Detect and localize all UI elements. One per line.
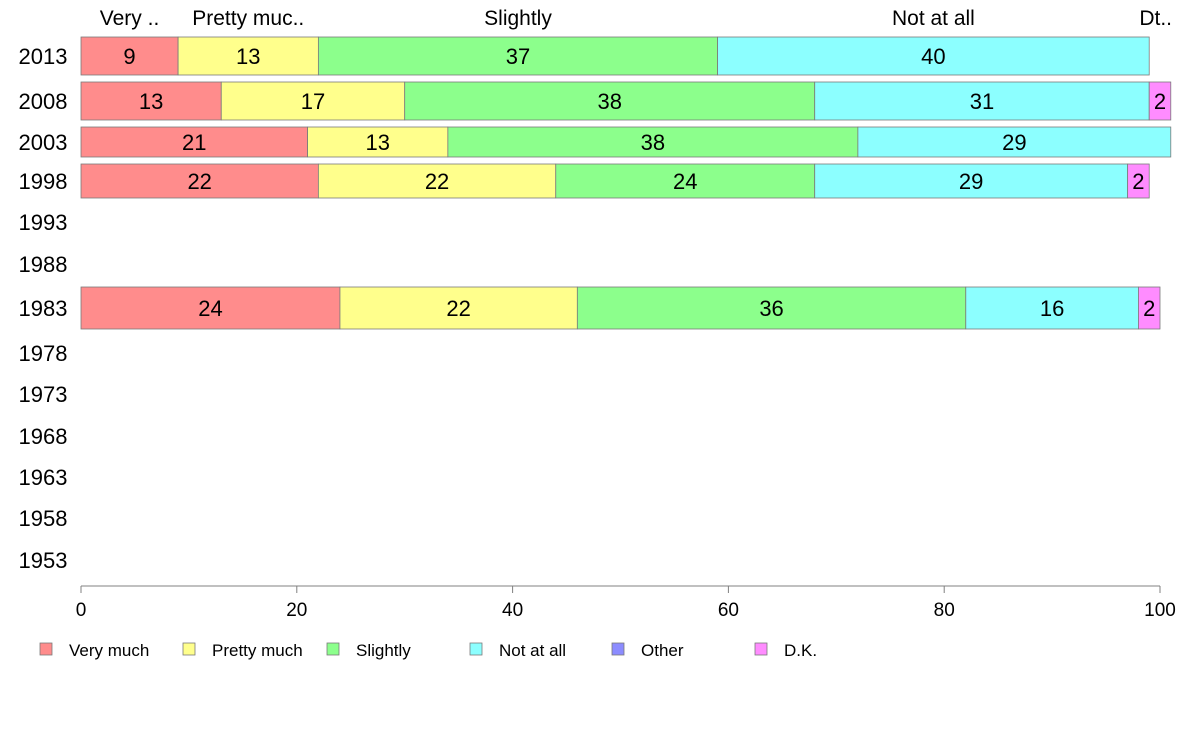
year-label-1963: 1963 [19, 465, 68, 490]
data-label-2008-1: 17 [301, 89, 325, 114]
bar-row-1983: 24 22 36 16 2 [80, 286, 1161, 330]
bar-segment-2008-2 [404, 81, 816, 121]
bar-segment-2003-2 [447, 126, 859, 158]
bar-segment-2008-1 [220, 81, 406, 121]
top-category-labels: Very .. Pretty muc.. Slightly Not at all Dt.… [100, 7, 1172, 30]
top-label-5: Dt.. [1139, 7, 1172, 30]
legend-swatch-3 [469, 642, 483, 656]
bar-segment-1983-5 [1138, 286, 1161, 330]
x-tick-label-3: 60 [718, 600, 739, 621]
legend-item-5: D.K. [754, 641, 817, 660]
year-label-1983: 1983 [19, 296, 68, 321]
data-label-1998-5: 2 [1132, 169, 1144, 194]
data-label-2008-3: 31 [970, 89, 994, 114]
bar-segment-2008-5 [1148, 81, 1172, 121]
bar-segment-2013-3 [717, 36, 1150, 76]
legend-item-4: Other [611, 641, 684, 660]
x-tick-label-0: 0 [76, 600, 87, 621]
x-tick-label-2: 40 [502, 600, 523, 621]
data-label-2008-5: 2 [1154, 89, 1166, 114]
legend-item-1: Pretty much [182, 641, 303, 660]
year-label-1988: 1988 [19, 252, 68, 277]
data-label-2003-3: 29 [1002, 130, 1026, 155]
data-label-2003-2: 38 [641, 130, 665, 155]
year-label-1953: 1953 [19, 548, 68, 573]
bar-row-2013: 9 13 37 40 [80, 36, 1150, 76]
bar-segment-2013-0 [80, 36, 179, 76]
data-label-1998-0: 22 [187, 169, 211, 194]
legend-label-1: Pretty much [212, 641, 303, 660]
legend-label-0: Very much [69, 641, 149, 660]
year-label-1973: 1973 [19, 382, 68, 407]
legend-label-5: D.K. [784, 641, 817, 660]
bar-segment-1998-2 [555, 163, 816, 199]
data-label-2003-1: 13 [365, 130, 389, 155]
top-label-0: Very .. [100, 7, 160, 30]
bar-segment-1998-3 [814, 163, 1129, 199]
legend-swatch-5 [754, 642, 768, 656]
data-label-1998-3: 29 [959, 169, 983, 194]
data-label-2013-0: 9 [123, 44, 135, 69]
year-label-2013: 2013 [19, 44, 68, 69]
legend-item-0: Very much [39, 641, 149, 660]
data-label-1983-2: 36 [759, 296, 783, 321]
bar-segment-2013-1 [177, 36, 319, 76]
bar-segment-1983-0 [80, 286, 341, 330]
x-tick-label-1: 20 [286, 600, 307, 621]
legend-swatch-0 [39, 642, 53, 656]
legend: Very much Pretty much Slightly Not at all Ot… [39, 641, 817, 660]
bar-segment-2013-2 [317, 36, 719, 76]
year-label-1968: 1968 [19, 424, 68, 449]
year-label-1993: 1993 [19, 210, 68, 235]
data-label-1983-3: 16 [1040, 296, 1064, 321]
year-label-2008: 2008 [19, 89, 68, 114]
year-axis: 2013 2008 2003 1998 1993 1988 1983 1978 1973 1968… [19, 44, 68, 573]
bar-segment-1983-1 [339, 286, 578, 330]
bar-segment-2003-0 [80, 126, 308, 158]
bar-segment-1998-5 [1127, 163, 1150, 199]
bar-row-2008: 13 17 38 31 2 [80, 81, 1172, 121]
bar-row-1998: 22 22 24 29 2 [80, 163, 1150, 199]
bar-segment-2008-3 [814, 81, 1150, 121]
bar-row-2003: 21 13 38 29 [80, 126, 1172, 158]
legend-swatch-1 [182, 642, 196, 656]
year-label-2003: 2003 [19, 130, 68, 155]
bar-segment-2003-3 [857, 126, 1172, 158]
data-label-1983-5: 2 [1143, 296, 1155, 321]
data-label-1983-0: 24 [198, 296, 222, 321]
data-label-2013-2: 37 [506, 44, 530, 69]
year-label-1978: 1978 [19, 341, 68, 366]
x-axis: 0 20 40 60 80 100 [76, 585, 1176, 621]
top-label-3: Not at all [892, 7, 975, 30]
data-label-2008-0: 13 [139, 89, 163, 114]
year-label-1958: 1958 [19, 506, 68, 531]
data-label-1998-1: 22 [425, 169, 449, 194]
data-label-2013-3: 40 [921, 44, 945, 69]
legend-label-3: Not at all [499, 641, 566, 660]
data-label-2013-1: 13 [236, 44, 260, 69]
data-label-1998-2: 24 [673, 169, 697, 194]
top-label-2: Slightly [484, 7, 552, 30]
data-label-1983-1: 22 [446, 296, 470, 321]
year-label-1998: 1998 [19, 169, 68, 194]
bar-segment-2003-1 [307, 126, 449, 158]
top-label-1: Pretty muc.. [192, 7, 304, 30]
bar-segment-1998-1 [317, 163, 557, 199]
x-tick-label-5: 100 [1144, 600, 1176, 621]
legend-item-3: Not at all [469, 641, 566, 660]
data-label-2003-0: 21 [182, 130, 206, 155]
x-tick-label-4: 80 [934, 600, 955, 621]
bar-segment-1998-0 [80, 163, 319, 199]
bar-segment-2008-0 [80, 81, 222, 121]
legend-item-2: Slightly [326, 641, 411, 660]
legend-swatch-4 [611, 642, 625, 656]
data-label-2008-2: 38 [597, 89, 621, 114]
legend-swatch-2 [326, 642, 340, 656]
legend-label-2: Slightly [356, 641, 411, 660]
legend-label-4: Other [641, 641, 684, 660]
